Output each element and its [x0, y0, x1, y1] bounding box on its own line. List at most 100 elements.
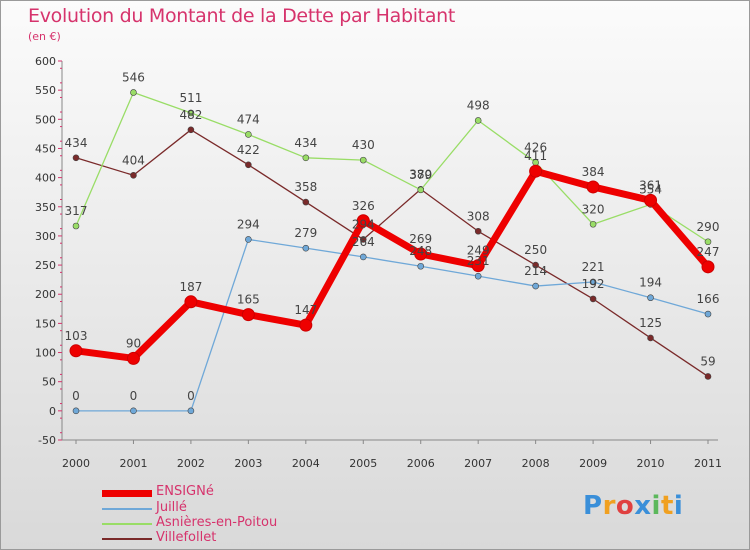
data-point: [359, 253, 367, 261]
data-point: [187, 126, 195, 134]
data-point: [474, 117, 482, 124]
logo-letter: i: [673, 491, 684, 521]
data-point: [529, 164, 543, 178]
legend-swatch: [102, 508, 152, 510]
data-label: 380: [409, 167, 432, 181]
data-point: [414, 247, 428, 261]
data-label: 125: [639, 316, 662, 330]
data-label: 247: [697, 245, 720, 259]
data-point: [187, 109, 195, 117]
proxiti-logo: Proxiti: [583, 491, 683, 521]
y-tick-label: 300: [35, 230, 56, 243]
series-line-3: [75, 129, 709, 377]
legend-swatch: [102, 523, 152, 525]
y-tick-label: 400: [35, 172, 56, 185]
data-label: 384: [582, 165, 605, 179]
data-label: 0: [187, 389, 195, 403]
data-point: [359, 156, 367, 164]
data-label: 404: [122, 153, 145, 167]
logo-letter: t: [660, 491, 674, 521]
data-label: 221: [582, 260, 605, 274]
legend-label: ENSIGNé: [156, 484, 214, 499]
data-label: 411: [524, 149, 547, 163]
data-label: 90: [126, 336, 141, 350]
x-tick-label: 2006: [407, 457, 435, 470]
data-label: 214: [524, 264, 547, 278]
legend-label: Villefollet: [156, 530, 217, 545]
data-label: 317: [65, 204, 88, 218]
chart-title: Evolution du Montant de la Dette par Hab…: [28, 5, 456, 27]
x-tick-label: 2001: [119, 457, 147, 470]
data-label: 269: [409, 232, 432, 246]
data-label: 165: [237, 293, 260, 307]
data-label: 361: [639, 178, 662, 192]
data-label: 192: [582, 277, 605, 291]
data-label: 264: [352, 235, 375, 249]
data-point: [647, 294, 654, 302]
data-label: 294: [237, 217, 260, 231]
data-point: [586, 180, 600, 194]
y-tick-label: 550: [35, 84, 56, 97]
data-point: [245, 161, 252, 169]
legend-label: Juillé: [156, 500, 187, 515]
logo-letter: x: [634, 491, 652, 521]
series-line-0: [75, 167, 711, 362]
data-label: 498: [467, 98, 490, 112]
data-point: [701, 260, 715, 274]
data-label: 326: [352, 199, 375, 213]
y-tick-label: 350: [35, 201, 56, 214]
data-label: 320: [582, 202, 605, 216]
data-point: [644, 193, 658, 207]
data-label: 279: [294, 226, 317, 240]
data-point: [241, 308, 255, 322]
data-point: [245, 131, 252, 138]
x-tick-label: 2010: [637, 457, 665, 470]
data-label: 426: [524, 140, 547, 154]
data-point: [647, 334, 654, 342]
data-point: [72, 222, 80, 230]
chart-unit: (en €): [28, 30, 61, 43]
data-point: [474, 272, 482, 280]
logo-letter: i: [651, 491, 661, 521]
data-point: [359, 236, 367, 243]
data-label: 249: [467, 244, 490, 258]
data-point: [704, 373, 712, 380]
data-point: [130, 407, 137, 415]
legend-label: Asnières-en-Poitou: [156, 515, 278, 530]
data-point: [471, 259, 485, 273]
x-tick-label: 2002: [177, 457, 205, 470]
data-point: [589, 295, 597, 303]
data-label: 231: [467, 254, 490, 268]
data-label: 354: [639, 182, 662, 196]
y-tick-label: 50: [42, 376, 56, 389]
data-point: [474, 227, 482, 235]
data-point: [130, 89, 137, 96]
data-label: 0: [130, 389, 138, 403]
data-point: [72, 407, 80, 415]
data-label: 187: [179, 280, 202, 294]
data-label: 482: [179, 108, 202, 122]
x-tick-label: 2000: [62, 457, 90, 470]
logo-letter: o: [615, 491, 635, 521]
data-point: [130, 171, 137, 179]
data-label: 0: [72, 389, 80, 403]
data-point: [69, 344, 83, 358]
data-point: [704, 310, 712, 318]
data-label: 546: [122, 70, 145, 84]
data-label: 379: [409, 168, 432, 182]
series-line-2: [75, 91, 709, 243]
data-label: 434: [294, 136, 317, 150]
x-tick-label: 2003: [234, 457, 262, 470]
y-tick-label: 600: [35, 55, 56, 68]
data-label: 294: [352, 217, 375, 231]
x-tick-label: 2009: [579, 457, 607, 470]
logo-letter: r: [602, 491, 616, 521]
data-label: 308: [467, 209, 490, 223]
data-label: 147: [294, 303, 317, 317]
y-tick-label: -50: [38, 434, 56, 447]
data-point: [532, 261, 539, 269]
data-label: 430: [352, 138, 375, 152]
y-tick-label: 250: [35, 259, 56, 272]
